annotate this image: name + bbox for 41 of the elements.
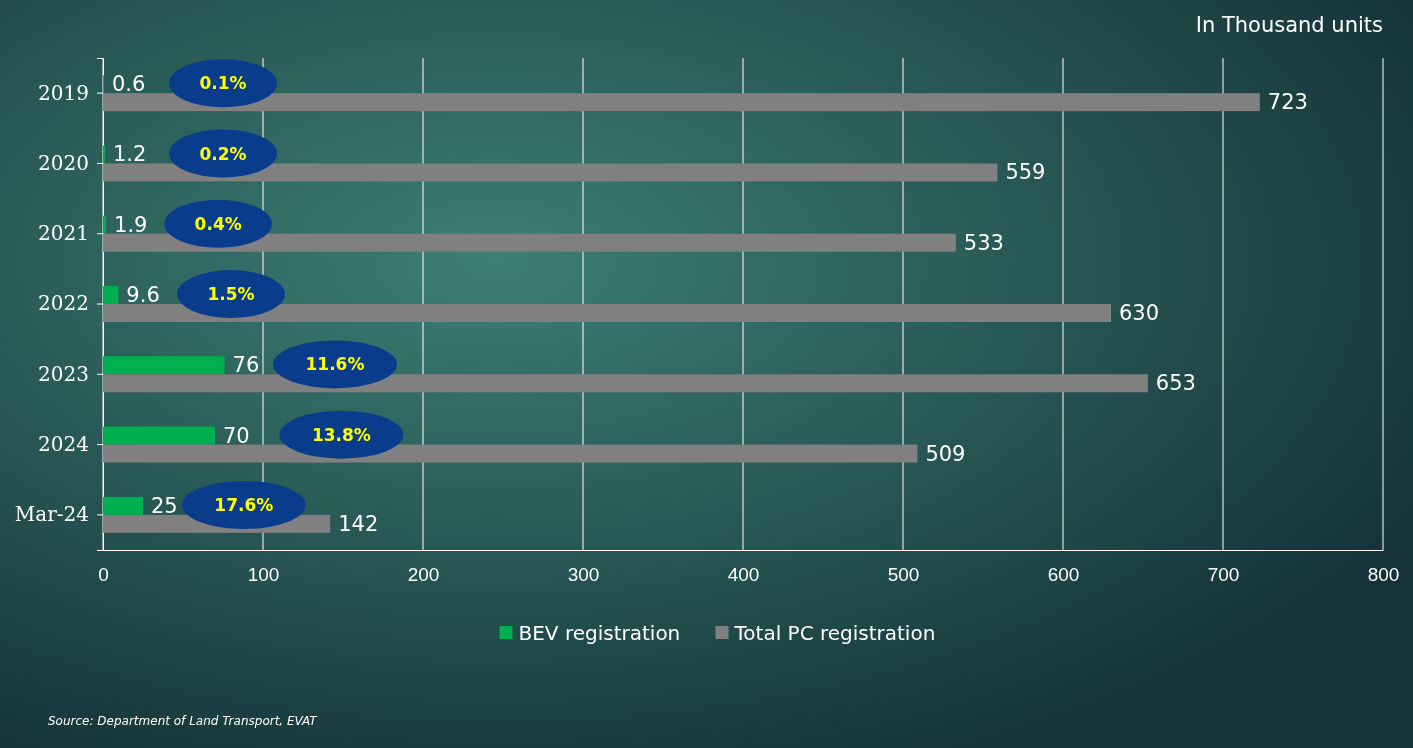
- text: In Thousand units: [1195, 13, 1383, 37]
- source-note: Source: Department of Land Transport, EVAT: [48, 714, 319, 728]
- data-label: 509: [925, 441, 966, 466]
- data-label: 559: [1005, 160, 1046, 185]
- data-label: 1.2: [112, 142, 147, 167]
- y-tick-label: 2019: [38, 80, 89, 105]
- annotation: 17.6%: [214, 494, 274, 515]
- x-tick-label: 300: [567, 564, 600, 586]
- annotation: 13.8%: [311, 424, 371, 445]
- y-tick-label: 2021: [38, 221, 89, 246]
- x-tick-label: 200: [407, 564, 440, 586]
- data-label: 723: [1267, 90, 1308, 115]
- data-label: 1.9: [114, 212, 148, 237]
- data-label: 142: [338, 511, 379, 536]
- x-tick-label: 100: [247, 564, 280, 586]
- data-label: 0.6: [111, 72, 146, 97]
- data-label: 9.6: [126, 283, 160, 307]
- x-tick-label: 700: [1207, 564, 1240, 586]
- y-tick-label: 2023: [38, 361, 89, 386]
- annotation: 0.1%: [199, 73, 247, 94]
- annotation: 11.6%: [305, 354, 365, 375]
- x-tick-label: 500: [887, 564, 920, 586]
- legend-label: BEV registration: [518, 621, 681, 645]
- data-label: 70: [223, 423, 250, 448]
- y-tick-label: Mar-24: [14, 502, 89, 527]
- data-label: 76: [232, 353, 260, 378]
- y-tick-label: 2024: [38, 431, 89, 456]
- x-tick-label: 600: [1047, 564, 1080, 586]
- data-label: 630: [1119, 301, 1160, 325]
- y-tick-label: 2022: [38, 291, 89, 316]
- x-tick-label: 800: [1367, 564, 1400, 586]
- annotation: 1.5%: [207, 284, 255, 305]
- x-tick-label: 0: [98, 564, 109, 586]
- data-label: 25: [151, 493, 178, 518]
- legend-label: Total PC registration: [733, 621, 936, 645]
- data-label: 533: [963, 230, 1004, 255]
- x-tick-label: 400: [727, 564, 760, 586]
- y-tick-label: 2020: [38, 150, 89, 175]
- data-label: 653: [1155, 371, 1196, 396]
- annotation: 0.4%: [194, 213, 242, 234]
- annotation: 0.2%: [199, 143, 247, 164]
